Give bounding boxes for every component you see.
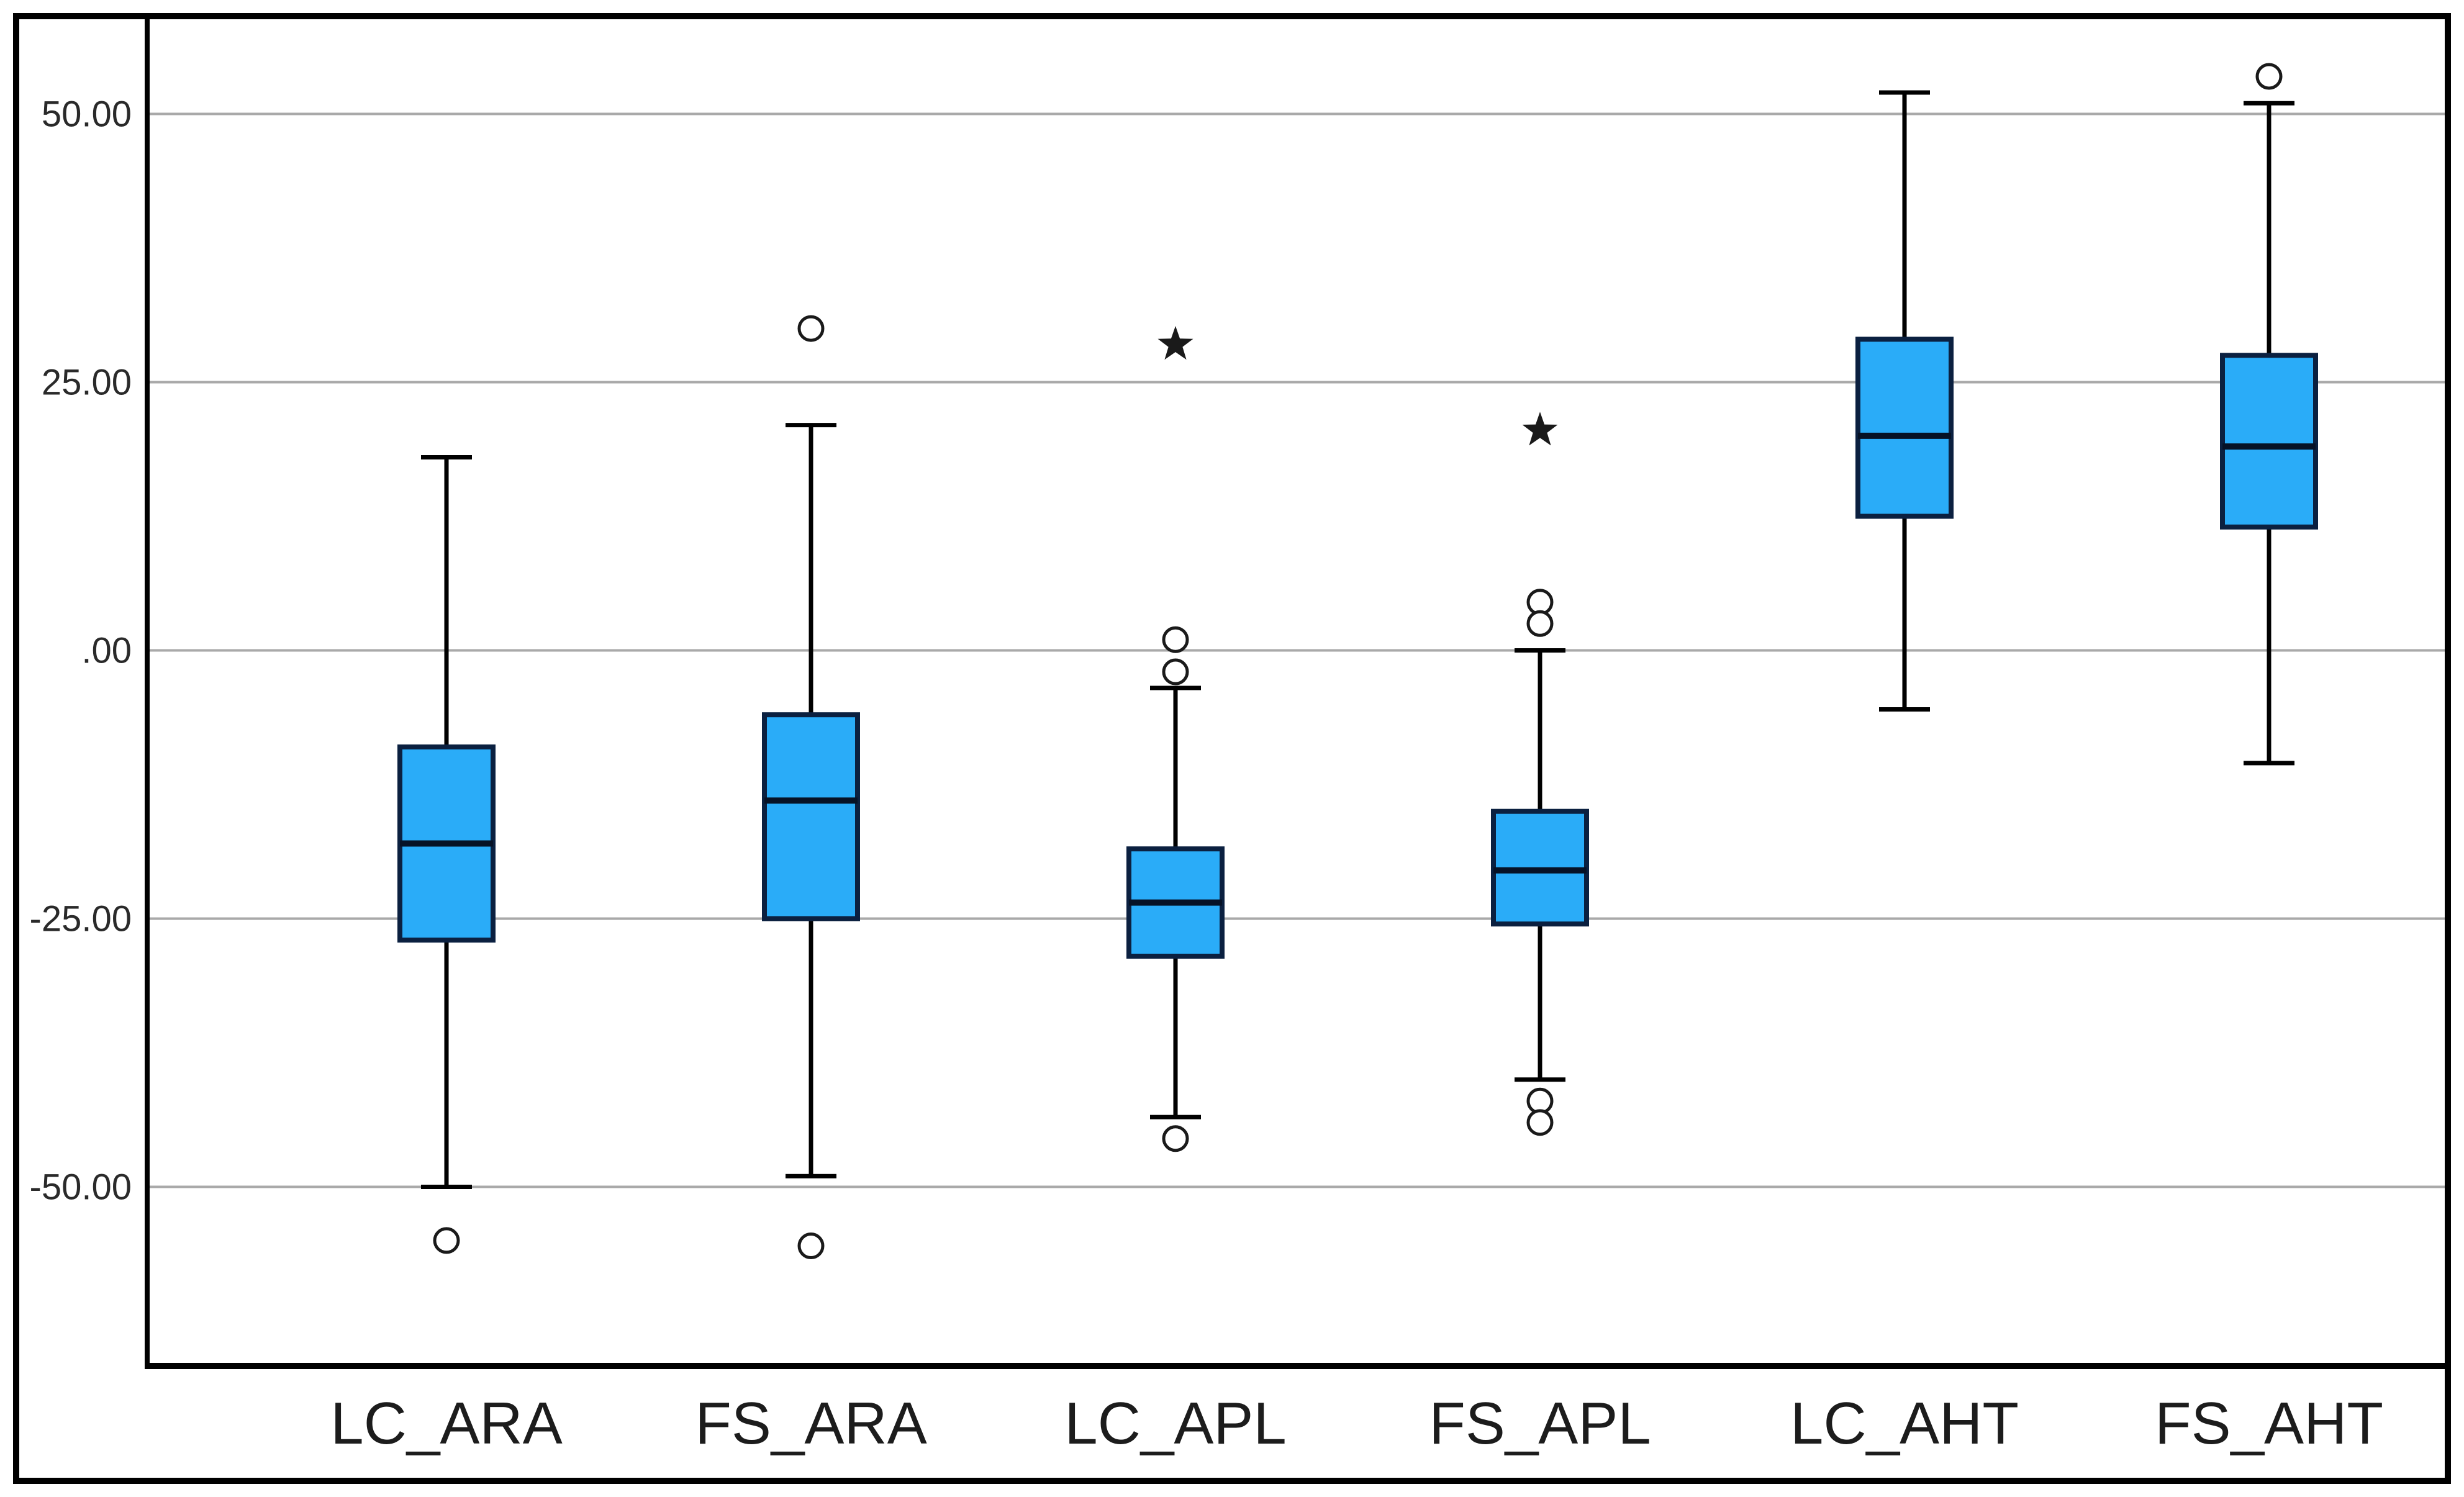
iqr-box — [2220, 353, 2318, 530]
x-axis-category-label: FS_AHT — [2155, 1390, 2383, 1457]
x-axis-category-label: FS_APL — [1429, 1390, 1651, 1457]
y-axis-tick-label: .00 — [81, 631, 132, 671]
boxplot-FS_APL — [1491, 412, 1589, 1136]
x-axis-category-label: LC_ARA — [330, 1390, 563, 1457]
extreme-outlier-star-icon — [1522, 412, 1558, 446]
outlier-circle-icon — [797, 315, 825, 342]
iqr-box — [762, 712, 860, 921]
outlier-circle-icon — [433, 1227, 460, 1254]
y-axis-tick-label: -25.00 — [30, 899, 132, 939]
boxplot-FS_ARA — [762, 315, 860, 1260]
extreme-outlier-star-icon — [1157, 326, 1194, 360]
outlier-circle-icon — [1526, 1109, 1554, 1136]
y-axis-tick-label: 50.00 — [42, 94, 132, 135]
figure-border — [13, 13, 2451, 1484]
boxplot-LC_AHT — [1855, 90, 1954, 712]
boxplot-FS_AHT — [2220, 63, 2318, 766]
outlier-circle-icon — [1162, 1125, 1189, 1152]
boxplot-LC_APL — [1126, 326, 1225, 1152]
boxplot-LC_ARA — [397, 455, 496, 1254]
iqr-box — [1855, 337, 1954, 519]
y-axis-tick-label: -50.00 — [30, 1167, 132, 1208]
outlier-circle-icon — [2255, 63, 2283, 90]
x-axis-category-label: FS_ARA — [695, 1390, 926, 1457]
outlier-circle-icon — [1162, 626, 1189, 653]
x-axis-category-label: LC_AHT — [1790, 1390, 2019, 1457]
outlier-circle-icon — [797, 1232, 825, 1260]
outlier-circle-icon — [1162, 658, 1189, 685]
x-axis-category-label: LC_APL — [1064, 1390, 1287, 1457]
outlier-circle-icon — [1526, 610, 1554, 637]
y-axis-tick-label: 25.00 — [42, 363, 132, 403]
